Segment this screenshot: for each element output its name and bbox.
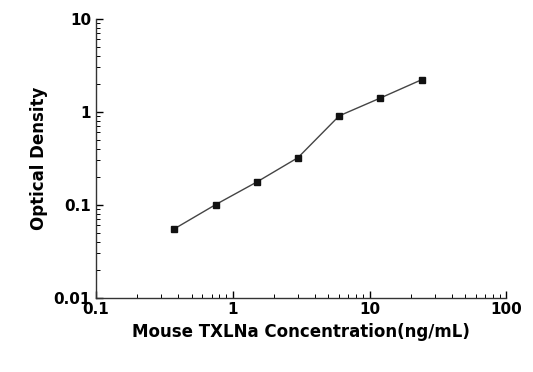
Y-axis label: Optical Density: Optical Density: [30, 86, 48, 230]
X-axis label: Mouse TXLNa Concentration(ng/mL): Mouse TXLNa Concentration(ng/mL): [132, 323, 470, 341]
